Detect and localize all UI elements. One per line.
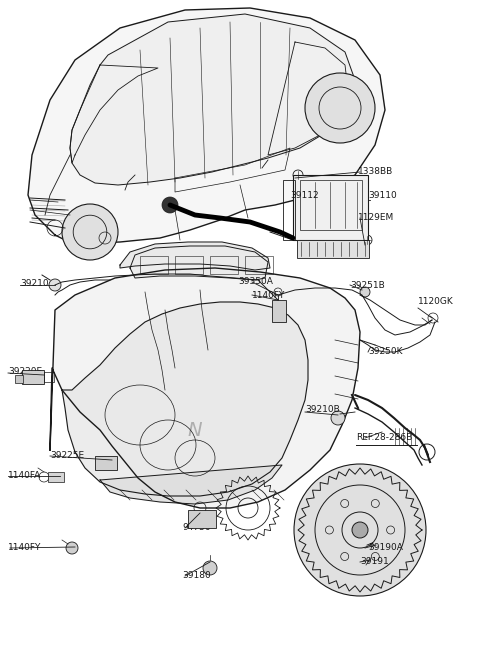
Text: 1140FY: 1140FY — [8, 544, 41, 552]
Circle shape — [49, 279, 61, 291]
Circle shape — [162, 197, 178, 213]
Circle shape — [352, 522, 368, 538]
Bar — [272, 300, 286, 322]
Bar — [15, 375, 23, 383]
Text: 39191: 39191 — [360, 558, 389, 567]
Bar — [44, 372, 54, 382]
Bar — [140, 256, 168, 274]
Text: 39112: 39112 — [290, 190, 319, 199]
Bar — [210, 256, 238, 274]
Text: 39210B: 39210B — [305, 405, 340, 415]
Polygon shape — [50, 268, 360, 508]
Polygon shape — [268, 42, 348, 155]
Bar — [245, 256, 273, 274]
Circle shape — [305, 73, 375, 143]
Circle shape — [66, 542, 78, 554]
Bar — [297, 240, 369, 258]
Polygon shape — [100, 465, 282, 504]
Polygon shape — [28, 8, 385, 243]
Bar — [95, 456, 117, 470]
Bar — [175, 256, 203, 274]
Text: 39190A: 39190A — [368, 544, 403, 552]
Circle shape — [331, 411, 345, 425]
Bar — [48, 472, 64, 482]
Text: 39251B: 39251B — [350, 281, 385, 289]
Circle shape — [294, 464, 426, 596]
Circle shape — [62, 204, 118, 260]
Polygon shape — [120, 242, 270, 270]
Bar — [293, 175, 368, 240]
Text: 39250K: 39250K — [368, 348, 403, 356]
Text: 1140FY: 1140FY — [252, 291, 286, 300]
Text: 39110: 39110 — [368, 190, 397, 199]
Bar — [22, 370, 44, 384]
Text: 1129EM: 1129EM — [358, 213, 394, 222]
Polygon shape — [70, 65, 158, 163]
Text: 1140FA: 1140FA — [8, 472, 41, 480]
Text: 1338BB: 1338BB — [358, 167, 393, 176]
Polygon shape — [70, 14, 355, 185]
Polygon shape — [62, 302, 308, 496]
Text: 39350A: 39350A — [238, 277, 273, 287]
Text: 1120GK: 1120GK — [418, 298, 454, 306]
Text: 39225E: 39225E — [50, 451, 84, 461]
Text: 39210: 39210 — [20, 279, 48, 287]
Polygon shape — [130, 246, 268, 280]
Bar — [188, 510, 216, 528]
Text: 94750: 94750 — [182, 523, 211, 533]
Bar — [300, 180, 362, 230]
Text: 39220E: 39220E — [8, 367, 42, 377]
Bar — [283, 180, 295, 240]
Text: N: N — [188, 420, 202, 440]
Circle shape — [360, 287, 370, 297]
Text: REF.28-286B: REF.28-286B — [356, 434, 412, 443]
Text: 39180: 39180 — [182, 571, 211, 581]
Circle shape — [203, 561, 217, 575]
